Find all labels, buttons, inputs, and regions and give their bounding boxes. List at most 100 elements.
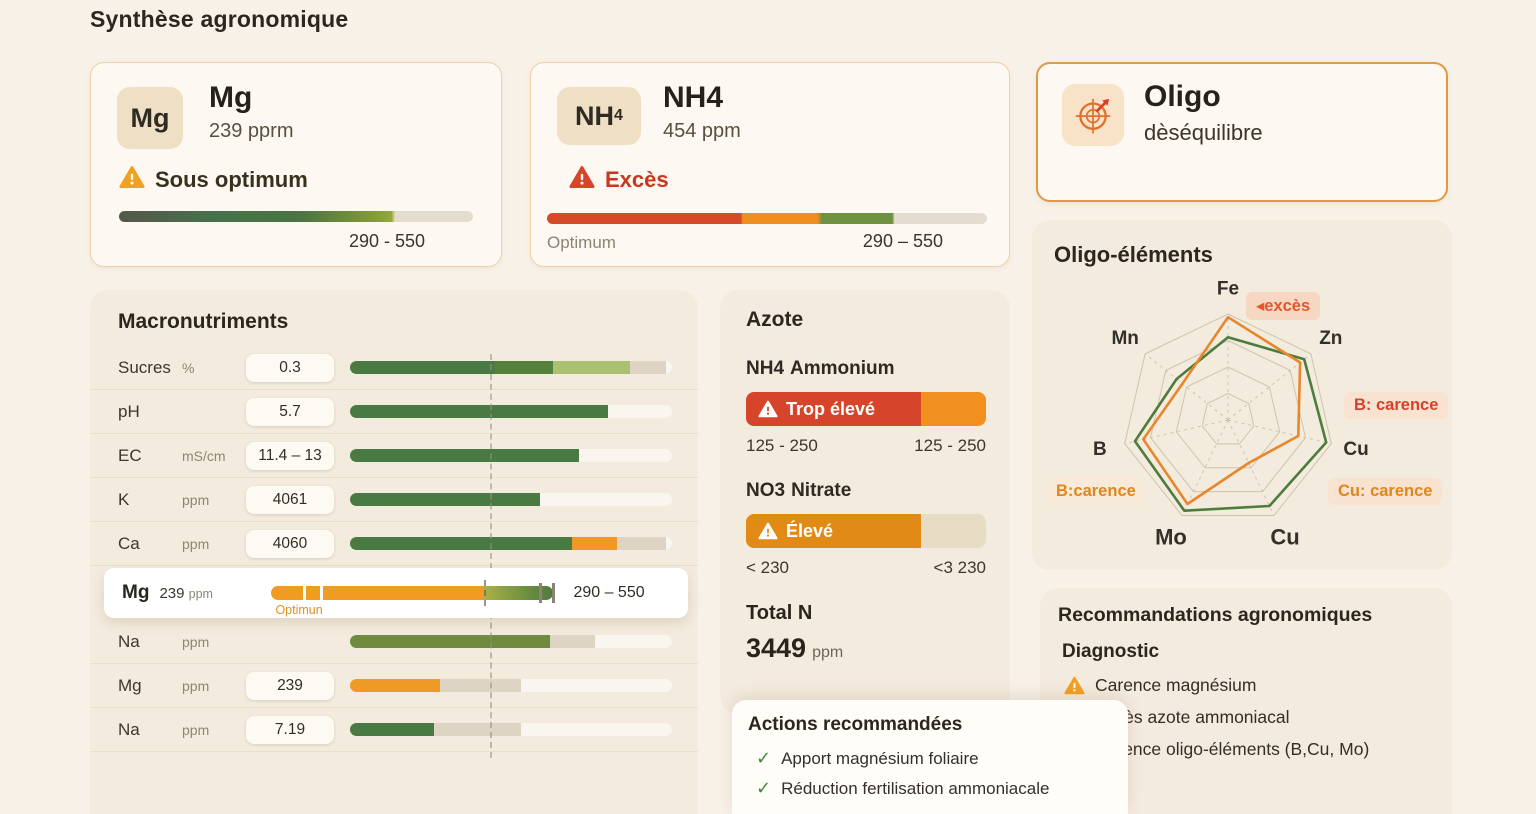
row-label: Na <box>118 631 140 651</box>
radar-chart: Fe Zn Cu Cu Mo B Mn <box>1093 279 1369 550</box>
table-row: Ca ppm 4060 <box>90 522 698 566</box>
row-bar <box>350 493 672 506</box>
row-bar <box>350 405 672 418</box>
nh4-range-row: 125 - 250 125 - 250 <box>746 436 986 456</box>
row-value: 4060 <box>246 529 334 558</box>
row-value: 5.7 <box>246 397 334 426</box>
radar-tag: Cu: carence <box>1328 478 1443 505</box>
radar-tag: ◂excès <box>1246 292 1321 320</box>
badge-side-segment <box>921 514 986 548</box>
mg-card-title: Mg <box>209 81 253 114</box>
row-label: pH <box>118 401 140 421</box>
azote-panel: Azote NH4 Ammonium Trop élevé 125 - 250 1… <box>720 290 1010 714</box>
nh4-range-left: 125 - 250 <box>746 436 818 455</box>
actions-title: Actions recommandées <box>748 714 963 735</box>
radar-axis-label: Fe <box>1217 279 1239 300</box>
radar-axis-label: Mn <box>1111 328 1138 349</box>
diagnostic-item: Carence magnésium <box>1064 675 1452 696</box>
no3-name: Nitrate <box>791 480 852 501</box>
no3-range-left: < 230 <box>746 558 790 577</box>
table-row: Mg ppm 239 <box>90 664 698 708</box>
no3-row-label: NO3 Nitrate <box>746 480 986 502</box>
radar-axis-label: Cu <box>1270 524 1299 549</box>
table-row: Na ppm <box>90 620 698 664</box>
no3-range-row: < 230 <3 230 <box>746 558 986 578</box>
row-label: Mg <box>118 675 142 695</box>
oligo-card-title: Oligo <box>1144 80 1221 113</box>
diagnostic-label: Carence oligo-éléments (B,Cu, Mo) <box>1095 739 1370 759</box>
mg-highlight-row[interactable]: Mg 239 ppm Optimun 290 – 550 <box>104 568 688 618</box>
nh4-status-text: Excès <box>605 167 669 192</box>
action-label: Réduction fertilisation ammoniacale <box>781 778 1050 798</box>
mg-icon-text: Mg <box>130 102 170 133</box>
check-icon: ✓ <box>756 748 772 768</box>
row-unit: ppm <box>182 633 210 650</box>
optimum-label: Optimun <box>275 603 323 617</box>
mg-card-value: 239 pprm <box>209 120 294 142</box>
row-value: 239 <box>246 671 334 700</box>
row-label: Mg <box>122 582 150 603</box>
action-label: Apport magnésium foliaire <box>781 748 979 768</box>
warning-icon <box>758 400 778 418</box>
row-value: 239 ppm <box>159 584 213 602</box>
no3-code: NO3 <box>746 480 786 501</box>
oligo-summary-card[interactable]: Oligo dèséquilibre <box>1036 62 1448 202</box>
macronutrients-panel: Macronutriments Sucres% 0.3 pH 5.7 EC mS/cm 11… <box>90 290 698 814</box>
nh4-card-value: 454 ppm <box>663 120 741 142</box>
row-label: EC <box>118 445 142 465</box>
mg-gauge: Optimun <box>271 580 555 617</box>
row-unit: ppm <box>182 721 210 738</box>
mg-summary-card[interactable]: Mg Mg 239 pprm Sous optimum 290 - 550 <box>90 62 502 267</box>
oligo-card-subtitle: dèséquilibre <box>1144 120 1263 145</box>
warning-icon <box>119 165 145 195</box>
nh4-range-gauge <box>547 213 987 224</box>
mg-element-icon: Mg <box>117 87 183 149</box>
row-range: 290 – 550 <box>573 584 645 601</box>
nh4-status-badge: Trop élevé <box>746 392 986 426</box>
nh4-icon-text: NH <box>575 100 615 131</box>
radar-series-serie-orange <box>1142 315 1302 506</box>
radar-axis-label: Cu <box>1343 439 1368 460</box>
row-unit: ppm <box>182 491 210 508</box>
row-unit: ppm <box>182 535 210 552</box>
row-label: K <box>118 489 130 509</box>
oligo-elements-panel: Oligo-éléments Fe Zn Cu Cu Mo B Mn ◂excès B: ca… <box>1032 220 1452 570</box>
nh4-element-icon: NH 4 <box>557 87 641 145</box>
diagnostic-list: Carence magnésium Excès azote ammoniacal C… <box>1040 675 1452 760</box>
row-bar <box>350 361 672 374</box>
diagnostic-subtitle: Diagnostic <box>1062 641 1160 662</box>
warning-icon <box>569 165 595 195</box>
radar-series-serie-verte <box>1133 336 1328 512</box>
macronutrients-title: Macronutriments <box>118 310 289 333</box>
total-n-number: 3449 <box>746 633 807 663</box>
warning-icon <box>1064 676 1085 695</box>
row-label: Sucres <box>118 357 171 377</box>
radar-axis-label: Zn <box>1319 328 1342 349</box>
nh4-card-title: NH4 <box>663 81 724 114</box>
check-icon: ✓ <box>756 778 772 798</box>
radar-axis-label: B <box>1093 439 1107 460</box>
table-row: Na ppm 7.19 <box>90 708 698 752</box>
radar-tag: B: carence <box>1344 392 1449 419</box>
row-value: 4061 <box>246 485 334 514</box>
nh4-summary-card[interactable]: NH 4 NH4 454 ppm Excès Optimum 290 – 550 <box>530 62 1010 267</box>
row-bar <box>350 449 672 462</box>
nh4-range-right: 125 - 250 <box>914 436 986 455</box>
row-label: Na <box>118 719 140 739</box>
row-bar <box>350 679 672 692</box>
nh4-icon-sub: 4 <box>614 107 623 124</box>
radar-target-icon <box>1062 84 1124 146</box>
table-row: Sucres% 0.3 <box>90 346 698 390</box>
nh4-row-label: NH4 Ammonium <box>746 358 986 380</box>
table-row: pH 5.7 <box>90 390 698 434</box>
total-n-label: Total N <box>746 602 813 624</box>
mg-range-gauge <box>119 211 473 222</box>
table-row: EC mS/cm 11.4 – 13 <box>90 434 698 478</box>
warning-icon <box>569 166 595 188</box>
badge-side-segment <box>921 392 986 426</box>
warning-icon <box>119 166 145 188</box>
diagnostic-label: Carence magnésium <box>1095 675 1257 695</box>
nh4-name: Ammonium <box>790 358 895 379</box>
oligo-elements-title: Oligo-éléments <box>1054 242 1213 267</box>
